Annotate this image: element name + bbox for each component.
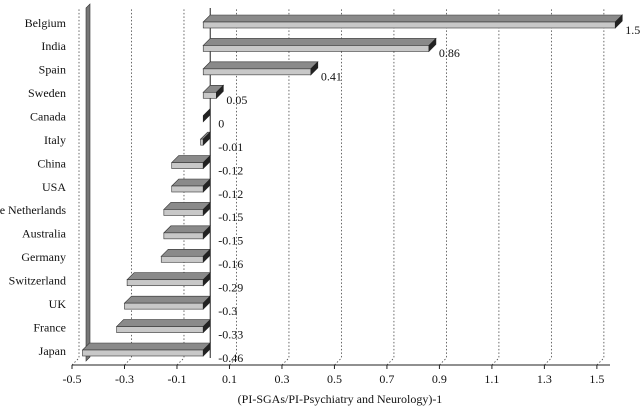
y-tick-label: Australia xyxy=(22,227,67,241)
bar-top xyxy=(202,38,437,46)
bar xyxy=(82,349,204,357)
x-tick-label: 1.3 xyxy=(537,372,552,386)
bar xyxy=(202,91,217,99)
y-tick-label: Spain xyxy=(39,63,66,77)
x-axis-label: (PI-SGAs/PI-Psychiatry and Neurology)-1 xyxy=(238,392,443,406)
y-tick-label: Canada xyxy=(30,109,67,123)
grid-line xyxy=(491,8,500,366)
value-label: 1.57 xyxy=(625,23,640,37)
x-tick-label: 1.1 xyxy=(484,372,499,386)
y-tick-label: India xyxy=(41,39,66,53)
y-tick-label: Japan xyxy=(39,344,66,358)
bar-end xyxy=(202,178,211,193)
x-tick-label: -0.1 xyxy=(167,372,186,386)
bar xyxy=(202,45,430,52)
bar xyxy=(171,162,204,169)
value-label: -0.15 xyxy=(218,210,243,224)
bar xyxy=(163,209,204,216)
bar-end xyxy=(202,225,211,240)
bar-top xyxy=(81,342,211,351)
y-tick-label: Switzerland xyxy=(9,273,66,287)
bar-end xyxy=(202,154,211,170)
bar-top xyxy=(202,61,319,70)
bar-end xyxy=(202,201,211,217)
bar-end xyxy=(202,248,211,264)
bar-end xyxy=(202,107,211,123)
grid-line xyxy=(281,8,290,366)
grid-line xyxy=(439,8,447,366)
y-tick-label: Italy xyxy=(44,133,66,147)
y-tick-label: Belgium xyxy=(25,16,67,30)
bar-top xyxy=(126,272,211,281)
x-tick-label: 0.9 xyxy=(432,372,447,386)
x-tick-label: 0.7 xyxy=(379,372,394,386)
value-label: -0.15 xyxy=(218,234,243,248)
value-label: -0.29 xyxy=(218,280,243,294)
bar xyxy=(124,302,204,310)
x-tick-label: 0.5 xyxy=(327,372,342,386)
x-tick-label: 1.5 xyxy=(589,372,604,386)
value-label: -0.33 xyxy=(218,327,243,341)
value-label: 0.41 xyxy=(321,70,342,84)
value-label: 0.86 xyxy=(439,46,460,60)
bar-top xyxy=(123,295,211,304)
value-label: -0.12 xyxy=(218,187,243,201)
x-tick-label: 0.1 xyxy=(222,372,237,386)
bar-top xyxy=(202,14,623,23)
bar-end xyxy=(202,318,211,334)
bar-top xyxy=(163,225,211,234)
x-tick-label: 0.3 xyxy=(274,372,289,386)
grid-line xyxy=(334,8,342,366)
value-label: 0 xyxy=(218,116,224,130)
grid-line xyxy=(71,8,80,366)
bar xyxy=(202,21,616,29)
y-tick-label: The Netherlands xyxy=(0,203,66,217)
bar xyxy=(202,68,312,76)
value-label: -0.01 xyxy=(218,140,243,154)
value-label: -0.46 xyxy=(218,351,243,365)
bar-top xyxy=(163,202,211,210)
bar xyxy=(126,279,204,287)
value-label: -0.16 xyxy=(218,257,243,271)
bar-end xyxy=(202,131,211,146)
bar-end xyxy=(428,37,437,53)
y-tick-label: Sweden xyxy=(28,86,66,100)
bar xyxy=(160,255,204,263)
bar-end xyxy=(614,14,623,29)
side-wall xyxy=(85,3,91,362)
x-tick-label: -0.5 xyxy=(63,372,82,386)
y-tick-label: China xyxy=(37,156,66,170)
value-label: -0.12 xyxy=(218,163,243,177)
grid-line xyxy=(386,8,395,366)
grid-line xyxy=(596,8,605,366)
y-tick-label: Germany xyxy=(21,250,66,264)
y-tick-label: France xyxy=(33,320,66,334)
bar-top xyxy=(160,248,211,257)
y-tick-label: USA xyxy=(42,180,66,194)
bar xyxy=(116,326,204,333)
value-label: 0.05 xyxy=(226,93,247,107)
bar-end xyxy=(216,84,224,100)
bar-end xyxy=(202,271,211,287)
bar xyxy=(171,185,204,193)
bar-end xyxy=(202,342,211,357)
x-tick-label: -0.3 xyxy=(115,372,134,386)
bar-end xyxy=(310,61,319,76)
grid-line xyxy=(124,8,132,366)
value-label: -0.3 xyxy=(218,304,237,318)
y-tick-label: UK xyxy=(49,297,67,311)
grid-line xyxy=(544,8,552,366)
bar xyxy=(200,138,204,146)
bar xyxy=(163,232,204,240)
bar-top xyxy=(115,319,211,327)
bar-end xyxy=(202,295,211,310)
